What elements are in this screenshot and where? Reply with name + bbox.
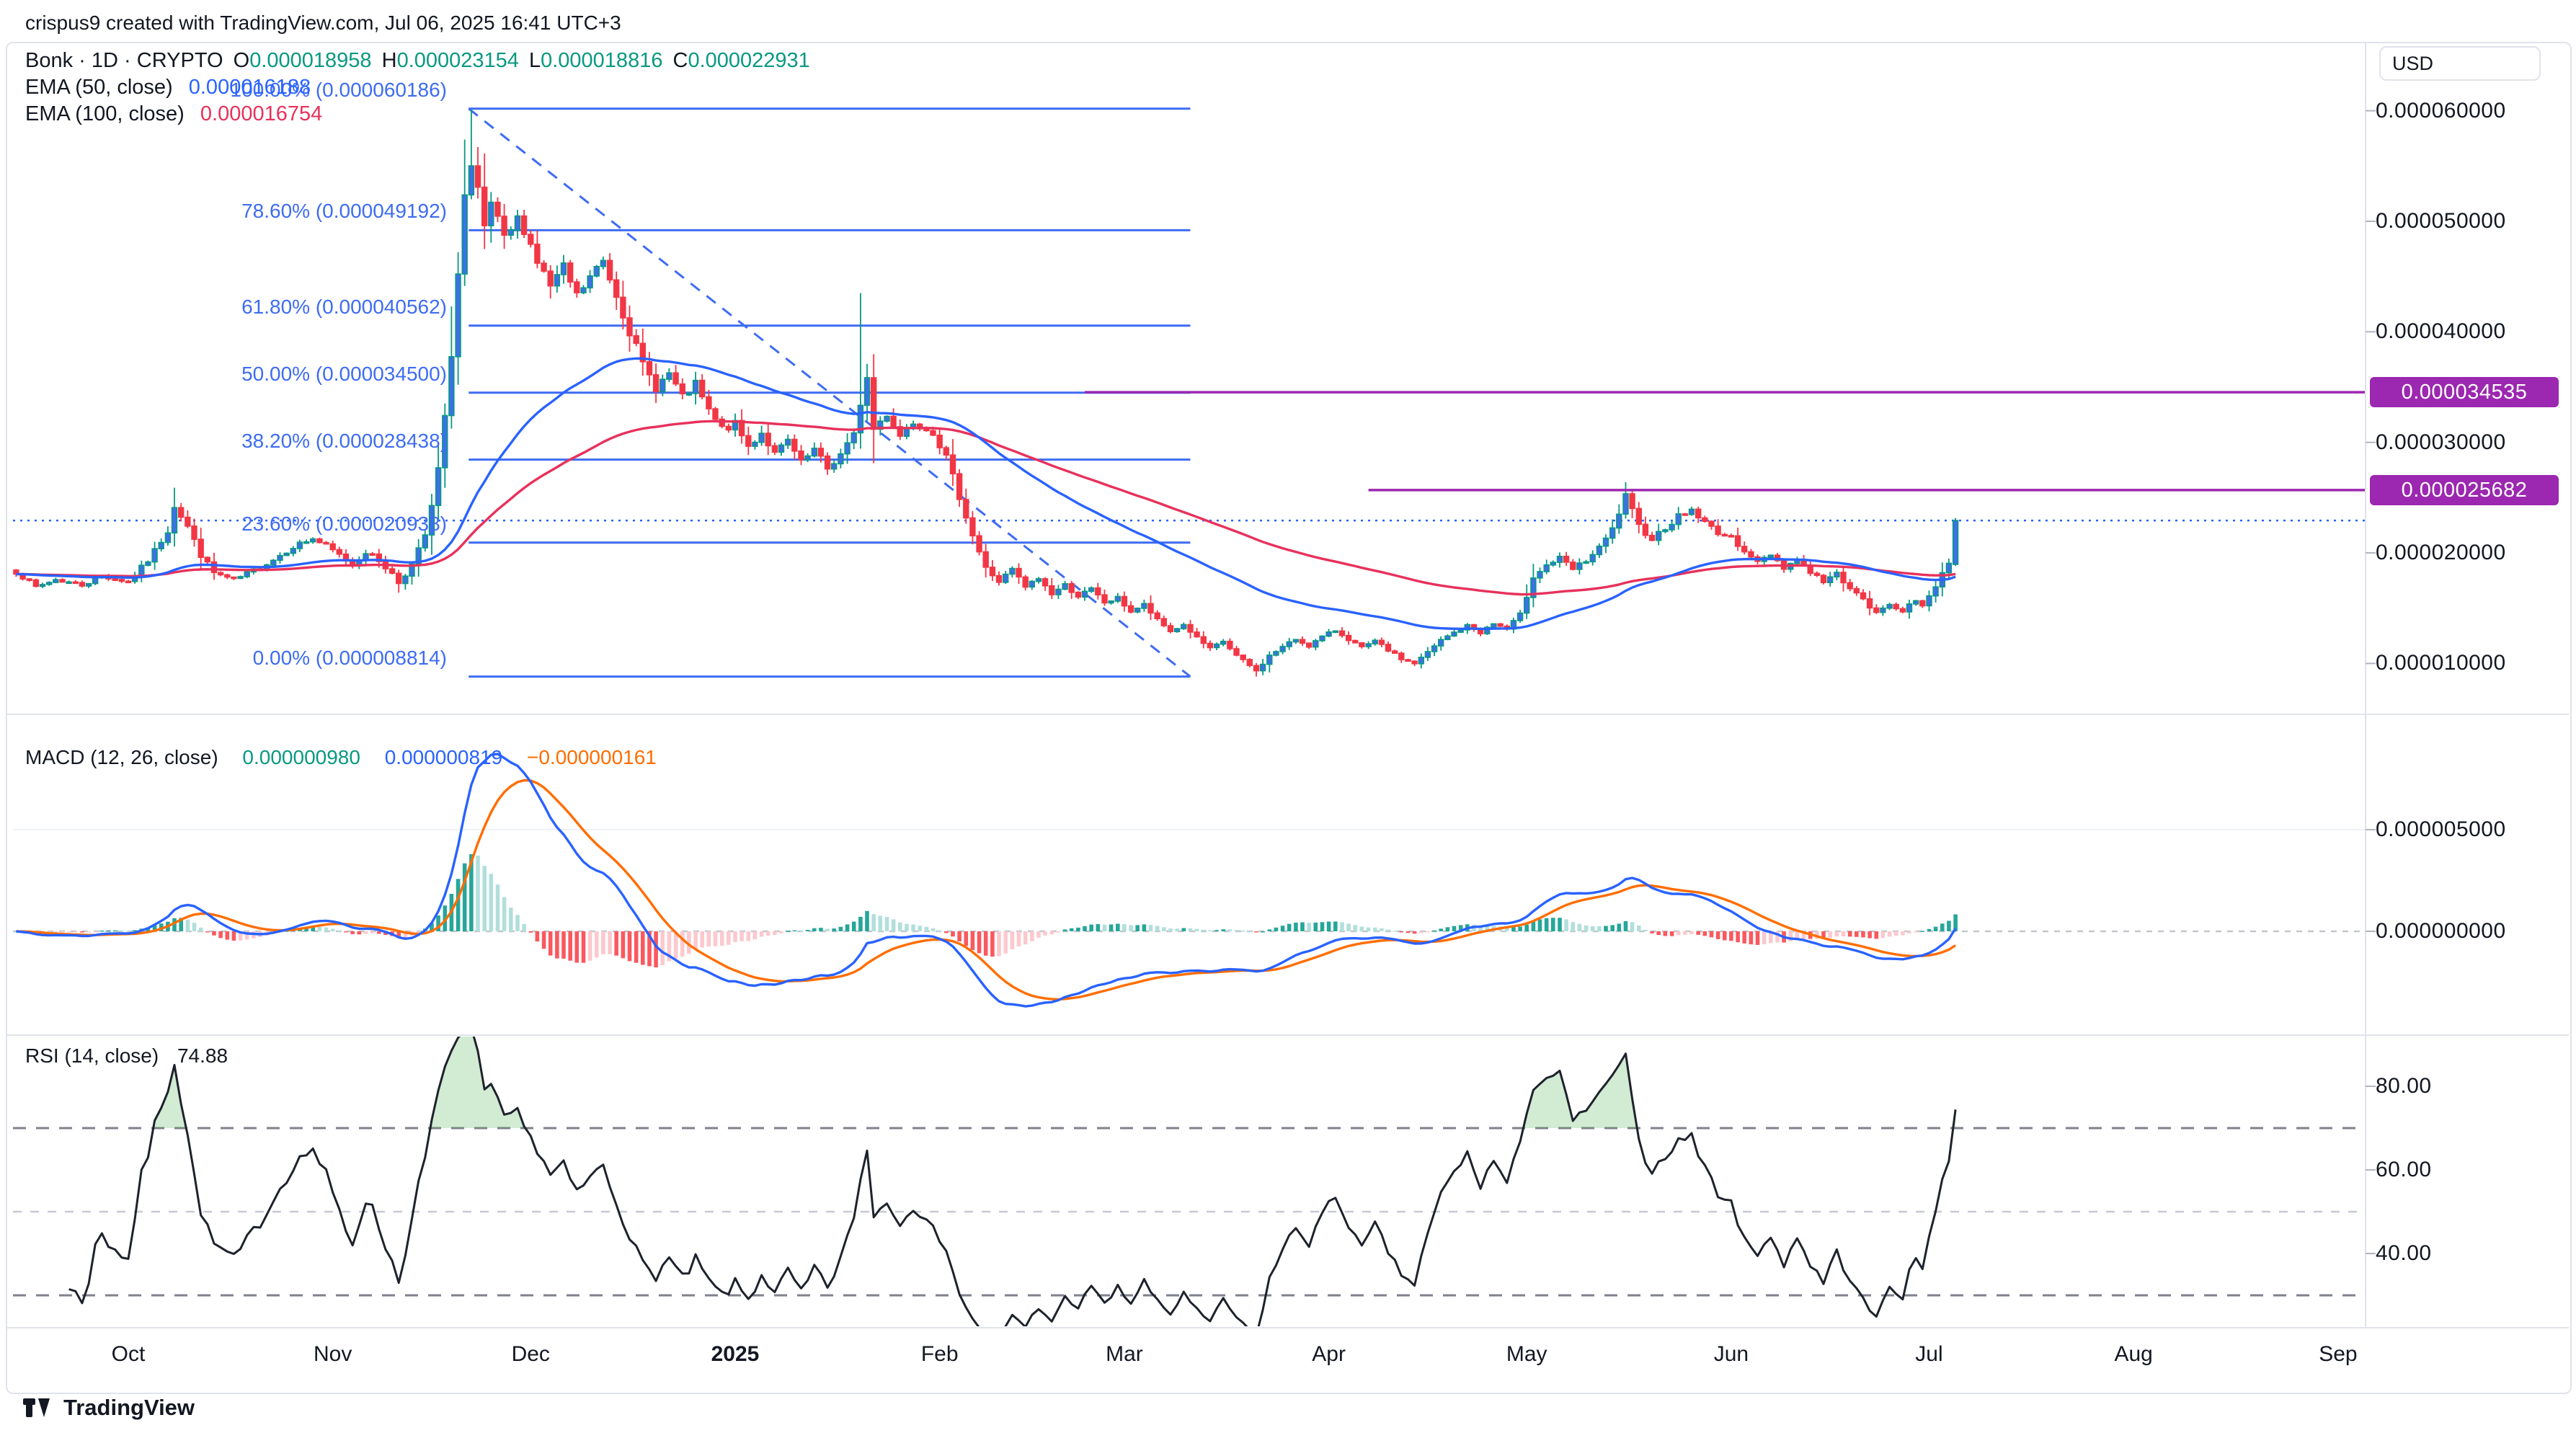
ema100-row[interactable]: EMA (100, close) 0.000016754: [25, 101, 810, 128]
ohlc-high: H0.000023154: [381, 49, 519, 72]
ema50-value: 0.000016188: [188, 76, 311, 99]
ema100-label: EMA (100, close): [25, 102, 185, 125]
currency-toggle-button[interactable]: USD: [2379, 46, 2541, 81]
symbol-row: Bonk · 1D · CRYPTO O0.000018958 H0.00002…: [25, 49, 810, 72]
rsi-legend[interactable]: RSI (14, close) 74.88: [25, 1044, 228, 1068]
creator-attribution: crispus9 created with TradingView.com, J…: [25, 12, 621, 34]
exchange-label: CRYPTO: [136, 49, 223, 72]
ema50-label: EMA (50, close): [25, 76, 173, 99]
tradingview-logo-text: TradingView: [63, 1395, 195, 1420]
ema100-value: 0.000016754: [200, 102, 323, 125]
macd-label: MACD (12, 26, close): [25, 746, 218, 768]
rsi-value: 74.88: [177, 1044, 228, 1067]
ema50-row[interactable]: EMA (50, close) 0.000016188: [25, 74, 810, 101]
ohlc-open: O0.000018958: [233, 49, 372, 72]
rsi-label: RSI (14, close): [25, 1044, 159, 1067]
macd-line-value: 0.000000819: [384, 746, 503, 768]
symbol-name[interactable]: Bonk: [25, 49, 74, 72]
chart-widget-frame: [6, 42, 2572, 1394]
tradingview-logo-icon: [23, 1398, 50, 1417]
chart-legend: Bonk · 1D · CRYPTO O0.000018958 H0.00002…: [25, 48, 810, 128]
macd-legend[interactable]: MACD (12, 26, close) 0.000000980 0.00000…: [25, 746, 675, 769]
macd-hist-value: 0.000000980: [242, 746, 360, 768]
macd-signal-value: −0.000000161: [527, 746, 657, 768]
interval-label[interactable]: 1D: [91, 49, 118, 72]
ohlc-low: L0.000018816: [528, 49, 663, 72]
ohlc-close: C0.000022931: [672, 49, 810, 72]
tradingview-logo[interactable]: TradingView: [23, 1394, 195, 1421]
